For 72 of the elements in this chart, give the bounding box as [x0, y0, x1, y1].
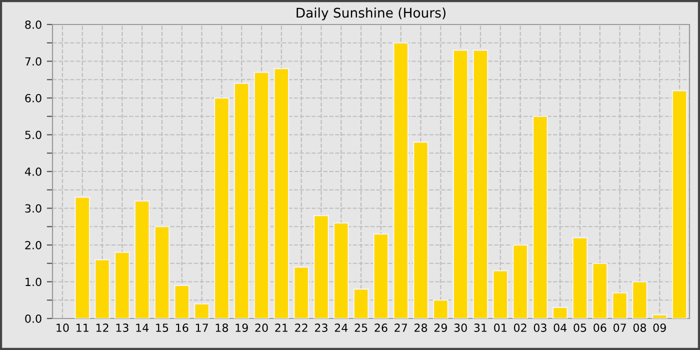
- x-tick-label: 24: [334, 324, 348, 332]
- bar: [652, 314, 668, 318]
- chart-title: Daily Sunshine (Hours): [296, 8, 446, 20]
- x-tick-label: 11: [76, 324, 88, 332]
- bar: [333, 222, 349, 318]
- bar: [214, 97, 230, 318]
- x-tick-label: 10: [56, 324, 69, 332]
- x-tick-label: 13: [116, 324, 128, 332]
- x-tick-label: 17: [196, 324, 208, 332]
- x-tick-label: 12: [96, 324, 108, 332]
- bar: [472, 50, 488, 318]
- bar: [234, 82, 250, 318]
- x-tick-label: 20: [255, 324, 268, 332]
- y-tick-label: 2.0: [25, 240, 42, 250]
- bar: [492, 270, 508, 318]
- y-tick-label: 6.0: [25, 94, 42, 102]
- x-tick-label: 14: [136, 324, 149, 332]
- bar: [154, 226, 170, 318]
- bar: [413, 142, 428, 318]
- x-tick-label: 06: [594, 324, 606, 332]
- y-tick-label: 8.0: [25, 20, 42, 29]
- x-tick-label: 15: [156, 324, 168, 332]
- x-tick-label: 23: [314, 324, 328, 332]
- bar: [432, 300, 448, 318]
- x-tick-label: 18: [216, 324, 228, 332]
- bar: [373, 233, 389, 318]
- x-tick-label: 08: [633, 324, 646, 332]
- x-tick-label: 01: [494, 324, 506, 332]
- bar: [452, 50, 468, 318]
- x-tick-label: 27: [394, 324, 407, 332]
- bar: [592, 262, 608, 318]
- x-tick-label: 30: [454, 324, 467, 332]
- bar: [532, 116, 548, 318]
- y-tick-label: 4.0: [24, 167, 42, 176]
- y-tick-label: 1.0: [26, 278, 42, 286]
- bar: [294, 266, 310, 318]
- x-tick-label: 21: [275, 324, 288, 332]
- y-tick-label: 5.0: [25, 130, 42, 140]
- x-tick-label: 28: [414, 324, 428, 332]
- bar: [552, 306, 568, 318]
- bar: [114, 252, 130, 318]
- bar: [74, 196, 90, 318]
- x-tick-label: 22: [295, 324, 308, 332]
- x-tick-label: 25: [354, 324, 368, 332]
- bar: [393, 42, 409, 318]
- x-tick-label: 09: [653, 324, 666, 332]
- bar: [612, 292, 628, 318]
- bar: [632, 281, 648, 318]
- x-tick-label: 02: [514, 324, 526, 332]
- x-tick-label: 19: [236, 324, 248, 332]
- x-tick-label: 07: [613, 324, 626, 332]
- bar: [134, 200, 150, 318]
- bar: [94, 259, 110, 318]
- bar: [254, 72, 270, 318]
- bar: [174, 284, 190, 318]
- bar: [672, 90, 688, 318]
- y-tick-label: 3.0: [25, 204, 42, 213]
- x-tick-label: 04: [554, 324, 567, 332]
- x-tick-label: 26: [374, 324, 388, 332]
- bar: [572, 237, 588, 318]
- x-tick-label: 16: [176, 324, 188, 332]
- bar: [314, 215, 329, 318]
- y-tick-label: 0.0: [25, 314, 42, 323]
- bar: [512, 244, 528, 318]
- y-tick-label: 7.0: [25, 57, 42, 66]
- bar: [194, 303, 210, 318]
- x-tick-label: 03: [534, 324, 546, 332]
- x-tick-label: 05: [574, 324, 586, 332]
- bar: [274, 68, 290, 318]
- x-tick-label: 29: [434, 324, 447, 332]
- x-tick-label: 31: [474, 324, 487, 332]
- bar: [353, 288, 369, 318]
